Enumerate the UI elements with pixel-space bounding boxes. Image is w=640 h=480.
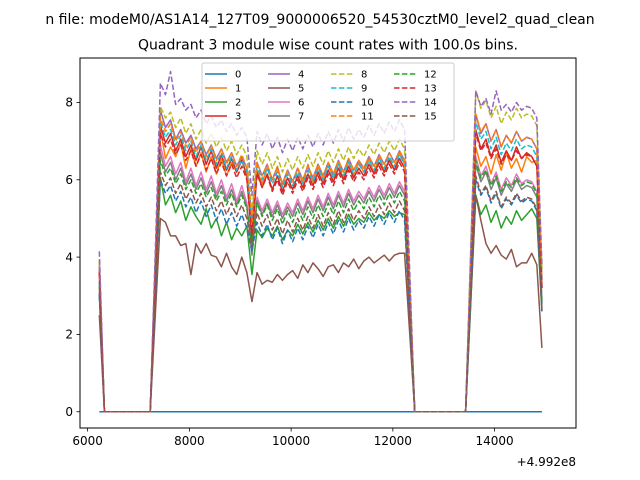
legend-label-6: 6 (298, 98, 304, 109)
x-tick-label: 14000 (476, 434, 514, 448)
x-axis: 6000 8000 10000 12000 14000 (72, 428, 514, 448)
series-line-15 (98, 171, 543, 413)
plot-series-group (98, 70, 543, 413)
figure-suptitle: n file: modeM0/AS1A14_127T09_9000006520_… (45, 12, 594, 28)
legend-label-14: 14 (424, 98, 437, 109)
legend-label-12: 12 (424, 70, 437, 81)
y-tick-label: 2 (65, 328, 73, 342)
legend-box (201, 62, 455, 142)
x-axis-offset-label: +4.992e8 (517, 455, 576, 469)
legend-label-7: 7 (298, 112, 304, 123)
legend-label-4: 4 (298, 70, 304, 81)
legend-label-10: 10 (361, 98, 374, 109)
legend-label-15: 15 (424, 112, 437, 123)
y-tick-label: 6 (65, 173, 73, 187)
x-tick-label: 12000 (374, 434, 412, 448)
x-tick-label: 8000 (174, 434, 205, 448)
legend-label-0: 0 (235, 70, 241, 81)
legend-label-3: 3 (235, 112, 241, 123)
legend-label-11: 11 (361, 112, 374, 123)
legend-label-2: 2 (235, 98, 241, 109)
legend-label-5: 5 (298, 84, 304, 95)
series-line-8 (98, 90, 543, 413)
legend-label-13: 13 (424, 84, 437, 95)
x-tick-label: 10000 (272, 434, 310, 448)
y-axis: 0 2 4 6 8 (65, 96, 80, 419)
y-tick-label: 0 (65, 405, 73, 419)
legend-label-8: 8 (361, 70, 367, 81)
x-tick-label: 6000 (72, 434, 103, 448)
y-tick-label: 8 (65, 96, 73, 110)
legend-label-9: 9 (361, 84, 367, 95)
y-tick-label: 4 (65, 250, 73, 264)
chart-title: Quadrant 3 module wise count rates with … (138, 38, 518, 54)
legend-label-1: 1 (235, 84, 241, 95)
plot-frame (79, 57, 577, 429)
